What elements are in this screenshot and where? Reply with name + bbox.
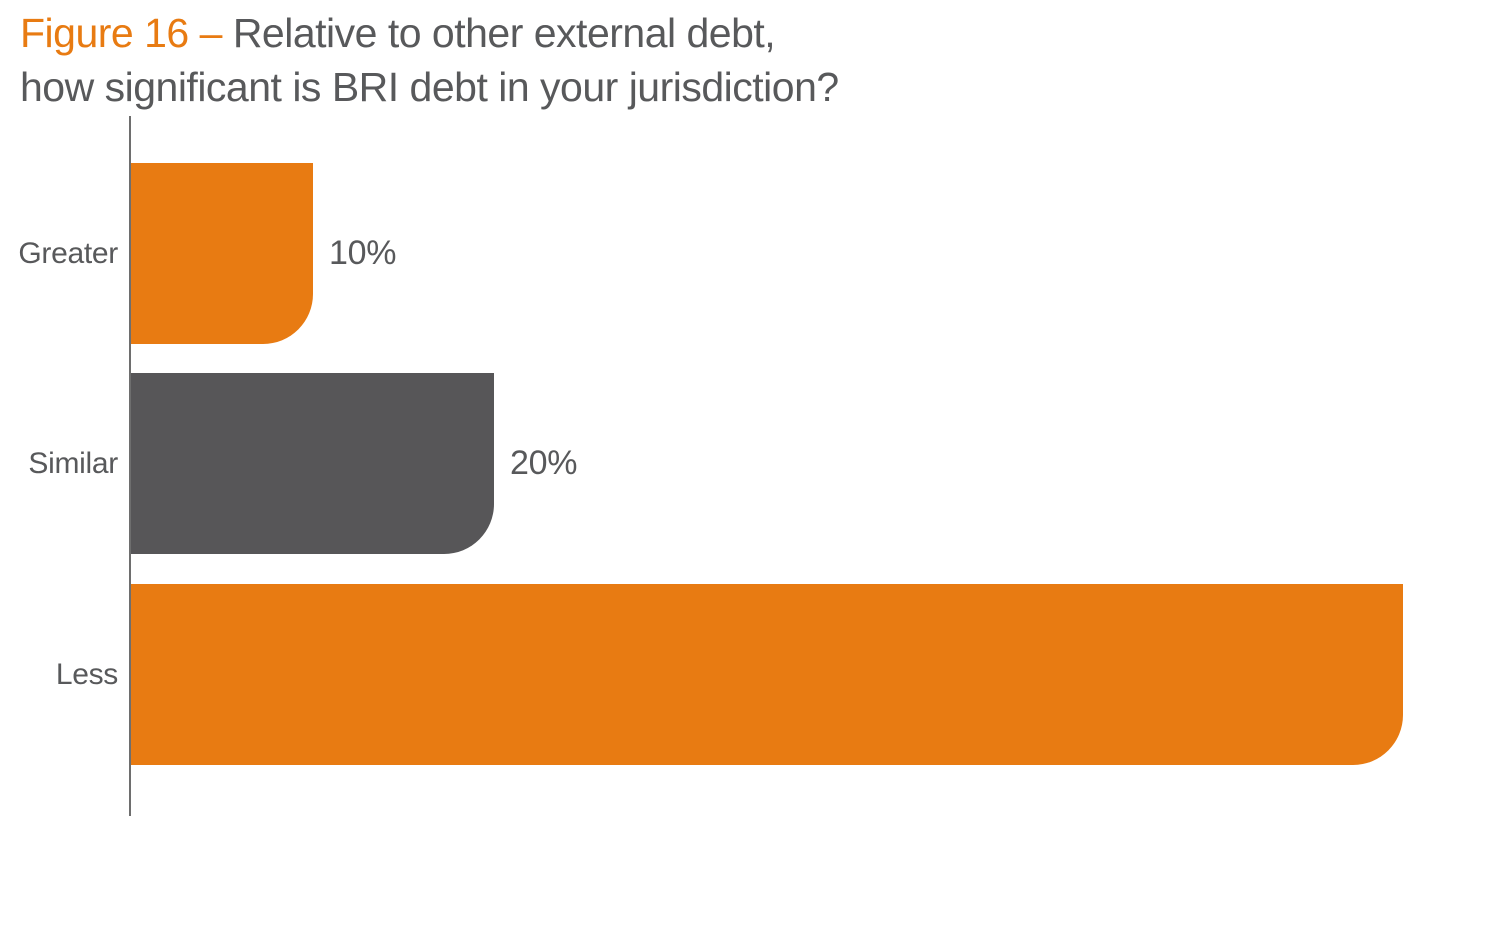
- bar-row-greater: Greater 10%: [0, 163, 1500, 344]
- bar-greater: [131, 163, 313, 344]
- category-label-less: Less: [55, 657, 118, 691]
- value-label-similar: 20%: [510, 444, 578, 482]
- chart-title-line1: Relative to other external debt,: [232, 10, 776, 56]
- chart-title: Figure 16 – Relative to other external d…: [20, 6, 839, 114]
- bar-similar: [131, 373, 494, 554]
- y-axis-line: [129, 116, 131, 816]
- chart-title-line2: how significant is BRI debt in your juri…: [20, 64, 839, 110]
- bar-row-similar: Similar 20%: [0, 373, 1500, 554]
- figure-number-label: Figure 16 –: [20, 10, 222, 56]
- bar-less: [131, 584, 1403, 765]
- category-label-greater: Greater: [18, 236, 118, 270]
- bar-row-less: Less: [0, 584, 1500, 765]
- value-label-greater: 10%: [329, 234, 397, 272]
- category-label-similar: Similar: [28, 446, 118, 480]
